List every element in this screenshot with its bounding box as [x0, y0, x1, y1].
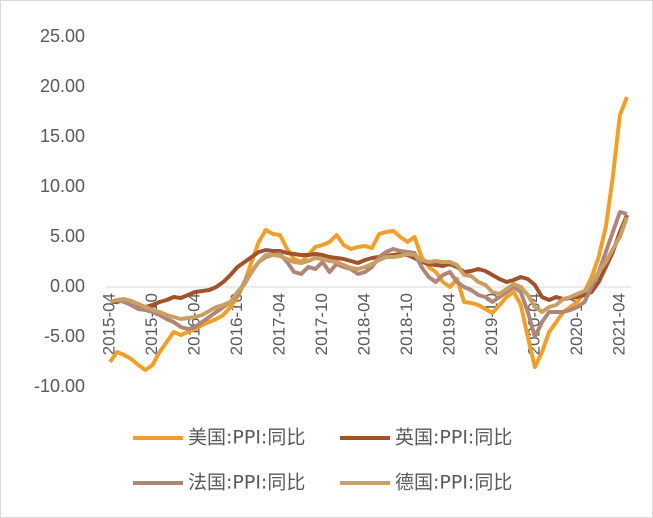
series-line — [109, 210, 628, 339]
x-tick-label: 2017-04 — [269, 293, 288, 355]
x-tick-label: 2018-10 — [397, 293, 416, 355]
y-tick-label: -10.00 — [34, 376, 85, 396]
x-tick-label: 2016-04 — [184, 293, 203, 355]
y-tick-label: 5.00 — [50, 226, 85, 246]
x-tick-label: 2018-04 — [354, 293, 373, 355]
x-tick-label: 2019-04 — [439, 293, 458, 355]
y-tick-label: 15.00 — [40, 126, 85, 146]
legend-label: 法国:PPI:同比 — [188, 472, 305, 494]
x-tick-label: 2015-04 — [99, 293, 118, 355]
y-tick-label: -5.00 — [44, 326, 85, 346]
x-tick-label: 2017-10 — [312, 293, 331, 355]
y-tick-label: 0.00 — [50, 276, 85, 296]
y-tick-label: 25.00 — [40, 26, 85, 46]
legend-label: 美国:PPI:同比 — [188, 427, 305, 449]
x-tick-label: 2021-04 — [609, 293, 628, 355]
legend-label: 英国:PPI:同比 — [395, 427, 512, 449]
legend-label: 德国:PPI:同比 — [395, 472, 512, 494]
series-line — [110, 214, 629, 309]
series-line — [109, 216, 629, 321]
y-tick-label: 10.00 — [40, 176, 85, 196]
x-tick-label: 2016-10 — [227, 293, 246, 355]
y-tick-label: 20.00 — [40, 76, 85, 96]
